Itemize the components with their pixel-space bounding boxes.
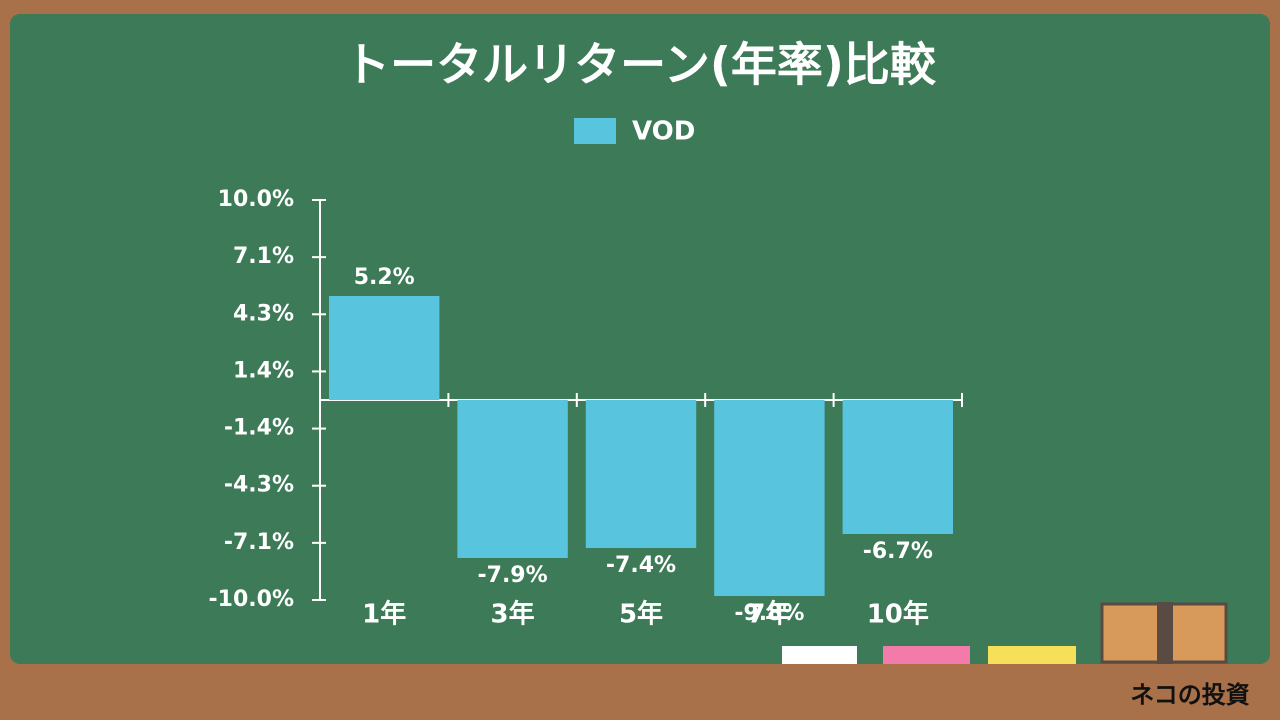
bar (328, 296, 440, 400)
bar (714, 400, 825, 596)
x-tick-label: 1年 (362, 599, 406, 630)
y-tick-label: -7.1% (224, 530, 294, 555)
y-tick-label: 4.3% (233, 301, 294, 326)
bar (457, 400, 568, 558)
y-tick-label: -4.3% (224, 473, 294, 498)
y-tick-label: -1.4% (224, 416, 294, 441)
legend-label: VOD (632, 117, 695, 147)
value-label: -9.8% (734, 601, 804, 626)
legend-swatch (574, 118, 616, 144)
y-tick-label: -10.0% (209, 587, 294, 612)
value-label: 5.2% (354, 265, 415, 290)
chalk (782, 646, 857, 664)
chart-title: トータルリターン(年率)比較 (344, 38, 937, 92)
bar (585, 400, 697, 548)
eraser-band (1157, 602, 1173, 664)
x-tick-label: 3年 (491, 599, 535, 630)
chalk (883, 646, 970, 664)
x-tick-label: 5年 (619, 599, 663, 630)
y-tick-label: 10.0% (218, 187, 294, 212)
value-label: -7.9% (478, 563, 548, 588)
x-tick-label: 7年 (747, 599, 791, 630)
chalk (988, 646, 1076, 664)
x-tick-label: 10年 (867, 599, 929, 630)
value-label: -7.4% (606, 553, 676, 578)
y-tick-label: 1.4% (233, 358, 294, 383)
logo: ネコの投資 (1130, 681, 1250, 709)
y-tick-label: 7.1% (233, 244, 294, 269)
bar (842, 400, 954, 534)
value-label: -6.7% (863, 539, 933, 564)
board (10, 14, 1270, 664)
